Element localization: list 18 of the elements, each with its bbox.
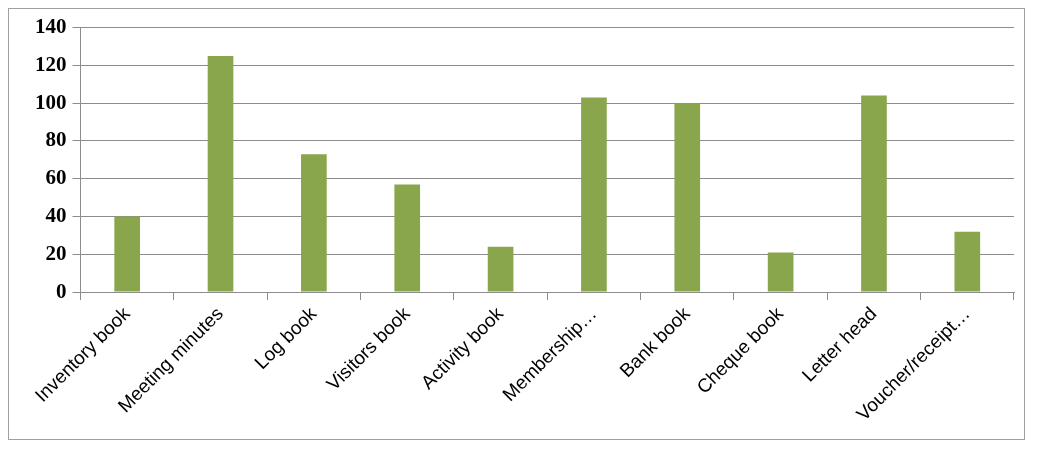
y-tick-label: 40 [45,202,67,227]
y-tick-label: 0 [56,278,67,303]
y-tick-label: 20 [45,240,67,265]
bar [487,246,514,292]
bar [954,231,981,292]
y-tick-label: 60 [45,165,67,190]
bar [207,55,234,292]
y-tick-label: 120 [35,51,67,76]
bar [861,95,887,292]
bar [581,97,607,292]
bar [674,103,701,292]
y-tick-label: 80 [45,127,67,152]
y-tick-label: 140 [35,14,67,39]
bar [114,216,141,292]
bar [301,154,327,292]
bar [394,184,421,292]
bar [767,252,794,292]
y-tick-label: 100 [35,89,67,114]
